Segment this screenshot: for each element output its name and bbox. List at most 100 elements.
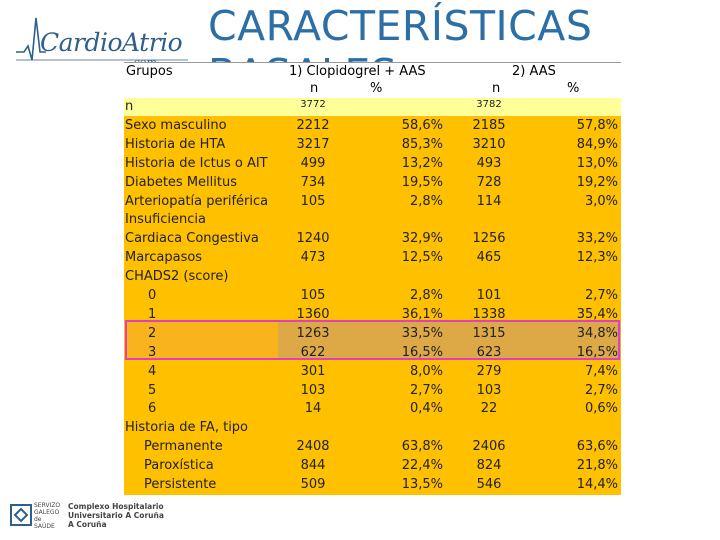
row-label: n [125, 99, 134, 114]
cell-n-aas: 3782 [476, 99, 502, 110]
footer-line-2: Universitario A Coruña [68, 511, 164, 520]
table-row: 2 1263 33,5% 1315 34,8% [124, 325, 621, 344]
cell-pct-aas: 3,0% [584, 193, 618, 209]
cell-pct-clopidogrel: 8,0% [409, 363, 443, 379]
cell-n-aas: 101 [476, 288, 502, 303]
cell-pct-clopidogrel: 32,9% [401, 231, 443, 247]
table-row: 3 622 16,5% 623 16,5% [124, 344, 621, 363]
cell-n-aas: 1256 [472, 231, 506, 247]
row-label: Historia de HTA [125, 136, 226, 152]
logo-main-text: CardioAtrio [40, 28, 183, 57]
cell-n-aas: 103 [476, 382, 502, 398]
cell-n-aas: 546 [476, 477, 502, 492]
cell-n-clopidogrel: 509 [300, 477, 326, 492]
cell-n-clopidogrel: 2212 [296, 117, 330, 133]
cell-pct-aas: 21,8% [576, 458, 618, 474]
row-label: 6 [148, 401, 157, 417]
cell-pct-clopidogrel: 0,4% [409, 401, 443, 417]
row-label: Diabetes Mellitus [125, 174, 237, 190]
table-row: n 3772 3782 [124, 98, 621, 117]
cell-n-aas: 279 [476, 363, 502, 379]
table-row: 5 103 2,7% 103 2,7% [124, 382, 621, 401]
header-group-1: 1) Clopidogrel + AAS [289, 64, 426, 79]
table-row: Diabetes Mellitus 734 19,5% 728 19,2% [124, 174, 621, 193]
row-label: 3 [148, 344, 157, 360]
cell-n-aas: 824 [476, 458, 502, 474]
cell-pct-clopidogrel: 2,8% [409, 193, 443, 209]
table-body: n 3772 3782 Sexo masculino 2212 58,6% 2185 57,8… [124, 98, 621, 495]
cell-n-clopidogrel: 301 [300, 363, 326, 379]
table-row: Historia de Ictus o AIT 499 13,2% 493 13,0% [124, 155, 621, 174]
cell-n-aas: 728 [476, 174, 502, 190]
cell-n-aas: 493 [476, 155, 502, 171]
cell-pct-aas: 14,4% [576, 477, 618, 492]
cell-n-clopidogrel: 14 [304, 401, 322, 417]
header-n-2: n [492, 81, 501, 96]
cell-n-clopidogrel: 103 [300, 382, 326, 398]
table-row: Marcapasos 473 12,5% 465 12,3% [124, 249, 621, 268]
cell-pct-aas: 19,2% [576, 174, 618, 190]
table-row: CHADS2 (score) [124, 268, 621, 287]
cell-n-aas: 2406 [472, 439, 506, 455]
cell-pct-aas: 33,2% [576, 231, 618, 247]
footer-line-3: A Coruña [68, 520, 107, 529]
cell-pct-clopidogrel: 33,5% [401, 325, 443, 341]
cell-n-clopidogrel: 734 [300, 174, 326, 190]
cell-n-aas: 465 [476, 250, 502, 266]
cell-pct-clopidogrel: 12,5% [401, 250, 443, 266]
cell-n-clopidogrel: 844 [300, 458, 326, 474]
table-row: Historia de HTA 3217 85,3% 3210 84,9% [124, 136, 621, 155]
cell-pct-clopidogrel: 13,5% [401, 477, 443, 492]
cell-pct-clopidogrel: 58,6% [401, 117, 443, 133]
cell-n-aas: 1338 [472, 306, 506, 322]
cell-pct-aas: 57,8% [576, 117, 618, 133]
cell-n-aas: 2185 [472, 117, 506, 133]
row-label: CHADS2 (score) [125, 269, 229, 285]
cell-pct-aas: 84,9% [576, 136, 618, 152]
table-row: Cardiaca Congestiva 1240 32,9% 1256 33,2% [124, 230, 621, 249]
cell-n-clopidogrel: 1263 [296, 325, 330, 341]
row-label: 2 [148, 325, 157, 341]
cell-n-clopidogrel: 105 [300, 288, 326, 303]
cell-n-clopidogrel: 3217 [296, 136, 330, 152]
footer-line-1: Complexo Hospitalario [68, 502, 164, 511]
cell-pct-clopidogrel: 2,8% [409, 288, 443, 303]
row-label: 0 [148, 288, 157, 303]
row-label: Arteriopatía periférica [125, 193, 269, 209]
cell-pct-clopidogrel: 36,1% [401, 306, 443, 322]
sergas-logo-icon [10, 504, 32, 526]
cell-pct-aas: 63,6% [576, 439, 618, 455]
row-label: Insuficiencia [125, 212, 206, 228]
header-group-2: 2) AAS [512, 64, 556, 79]
table-row: Persistente 509 13,5% 546 14,4% [124, 476, 621, 495]
table-row: Sexo masculino 2212 58,6% 2185 57,8% [124, 117, 621, 136]
header-groups: Grupos [126, 64, 173, 79]
ecg-logo-icon [16, 17, 188, 61]
header-pct-1: % [370, 81, 383, 96]
row-label: Historia de Ictus o AIT [125, 155, 268, 171]
row-label: 5 [148, 382, 157, 398]
table-row: Paroxística 844 22,4% 824 21,8% [124, 457, 621, 476]
cell-pct-clopidogrel: 13,2% [401, 155, 443, 171]
row-label: Cardiaca Congestiva [125, 231, 259, 247]
cell-pct-aas: 34,8% [576, 325, 618, 341]
cell-n-clopidogrel: 622 [300, 344, 326, 360]
cell-pct-aas: 2,7% [584, 382, 618, 398]
cell-pct-aas: 12,3% [576, 250, 618, 266]
table-row: Arteriopatía periférica 105 2,8% 114 3,0% [124, 193, 621, 212]
cell-n-clopidogrel: 105 [300, 193, 326, 209]
header-n-1: n [310, 81, 319, 96]
table-row: Historia de FA, tipo [124, 419, 621, 438]
cardioatrio-logo: CardioAtrio .com [12, 8, 192, 69]
row-label: Historia de FA, tipo [125, 420, 249, 436]
cell-pct-aas: 16,5% [576, 344, 618, 360]
row-label: Paroxística [144, 458, 214, 474]
cell-n-clopidogrel: 2408 [296, 439, 330, 455]
cell-pct-clopidogrel: 63,8% [401, 439, 443, 455]
row-label: 1 [148, 306, 157, 322]
cell-pct-aas: 35,4% [576, 306, 618, 322]
cell-pct-clopidogrel: 85,3% [401, 136, 443, 152]
cell-n-clopidogrel: 1240 [296, 231, 330, 247]
cell-n-aas: 623 [476, 344, 502, 360]
row-label: Permanente [144, 439, 223, 455]
